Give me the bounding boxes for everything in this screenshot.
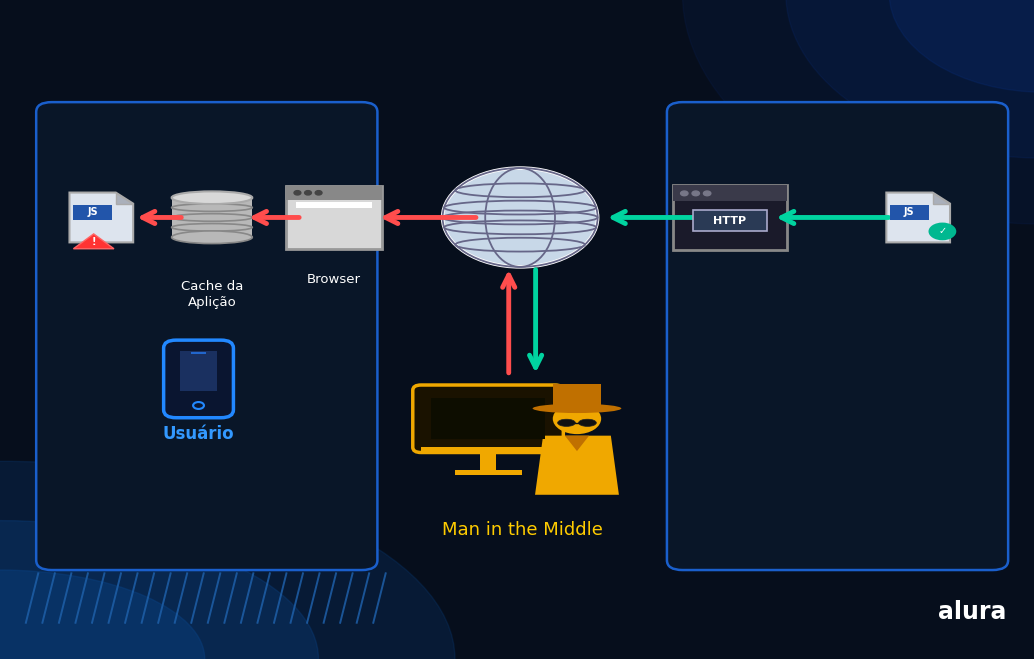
FancyBboxPatch shape: [667, 102, 1008, 570]
Ellipse shape: [0, 570, 205, 659]
Polygon shape: [933, 192, 950, 204]
Bar: [190, 352, 207, 355]
Text: Man in the Middle: Man in the Middle: [442, 521, 603, 538]
Bar: [285, 186, 383, 200]
Polygon shape: [69, 192, 133, 243]
Ellipse shape: [0, 461, 455, 659]
FancyBboxPatch shape: [413, 385, 564, 453]
Bar: [72, 205, 112, 220]
Text: Usuário: Usuário: [162, 425, 235, 443]
Text: JS: JS: [904, 208, 915, 217]
Bar: [673, 185, 787, 202]
Bar: [480, 452, 496, 470]
Circle shape: [443, 168, 598, 267]
Text: JS: JS: [87, 208, 98, 217]
Polygon shape: [116, 192, 133, 204]
Text: ✓: ✓: [938, 227, 946, 237]
Circle shape: [929, 223, 956, 241]
Ellipse shape: [557, 419, 575, 426]
Circle shape: [294, 190, 301, 195]
Bar: [673, 185, 787, 250]
Bar: [285, 186, 383, 249]
Bar: [889, 205, 929, 220]
Ellipse shape: [682, 0, 1034, 224]
Ellipse shape: [533, 404, 621, 413]
Ellipse shape: [172, 191, 252, 204]
Polygon shape: [535, 436, 619, 495]
Polygon shape: [565, 436, 589, 451]
Circle shape: [553, 403, 601, 434]
Polygon shape: [73, 234, 114, 248]
Bar: [421, 447, 555, 452]
Text: Cache da
Aplição: Cache da Aplição: [181, 280, 243, 309]
Text: !: !: [91, 237, 96, 247]
Circle shape: [703, 191, 710, 196]
Bar: [296, 202, 372, 208]
Text: HTTP: HTTP: [713, 215, 747, 225]
Ellipse shape: [172, 231, 252, 244]
Ellipse shape: [579, 419, 597, 426]
FancyBboxPatch shape: [36, 102, 377, 570]
Circle shape: [692, 191, 699, 196]
FancyBboxPatch shape: [553, 384, 601, 409]
Ellipse shape: [889, 0, 1034, 92]
Bar: [455, 470, 521, 474]
Bar: [431, 398, 545, 440]
Ellipse shape: [786, 0, 1034, 158]
Text: Browser: Browser: [307, 273, 361, 287]
FancyBboxPatch shape: [163, 340, 234, 418]
Polygon shape: [886, 192, 950, 243]
Ellipse shape: [0, 521, 318, 659]
Circle shape: [680, 191, 688, 196]
Circle shape: [315, 190, 322, 195]
Text: alura: alura: [938, 600, 1006, 623]
Circle shape: [305, 190, 311, 195]
Bar: [693, 210, 767, 231]
Bar: [172, 198, 252, 237]
Bar: [180, 351, 217, 391]
